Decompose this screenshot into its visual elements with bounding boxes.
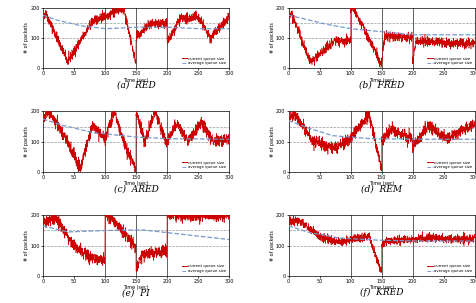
- Y-axis label: # of packets: # of packets: [24, 230, 29, 261]
- Legend: current queue size, average queue size: current queue size, average queue size: [180, 56, 227, 66]
- Legend: current queue size, average queue size: current queue size, average queue size: [180, 264, 227, 274]
- X-axis label: Time (sec): Time (sec): [123, 181, 149, 186]
- Y-axis label: # of packets: # of packets: [269, 126, 274, 157]
- Y-axis label: # of packets: # of packets: [269, 22, 274, 53]
- Legend: current queue size, average queue size: current queue size, average queue size: [426, 56, 472, 66]
- X-axis label: Time (sec): Time (sec): [368, 285, 394, 290]
- Title: (a)  RED: (a) RED: [116, 80, 155, 89]
- Legend: current queue size, average queue size: current queue size, average queue size: [180, 160, 227, 170]
- Legend: current queue size, average queue size: current queue size, average queue size: [426, 264, 472, 274]
- Y-axis label: # of packets: # of packets: [24, 22, 29, 53]
- Title: (f)  KRED: (f) KRED: [359, 288, 403, 297]
- Title: (c)  ARED: (c) ARED: [113, 184, 158, 193]
- X-axis label: Time (sec): Time (sec): [368, 181, 394, 186]
- Title: (b)  FRED: (b) FRED: [358, 80, 404, 89]
- Title: (d)  REM: (d) REM: [360, 184, 401, 193]
- Legend: current queue size, average queue size: current queue size, average queue size: [426, 160, 472, 170]
- Y-axis label: # of packets: # of packets: [24, 126, 29, 157]
- Title: (e)  PI: (e) PI: [122, 288, 149, 297]
- Y-axis label: # of packets: # of packets: [269, 230, 274, 261]
- X-axis label: Time (sec): Time (sec): [123, 78, 149, 82]
- X-axis label: Time (sec): Time (sec): [368, 78, 394, 82]
- X-axis label: Time (sec): Time (sec): [123, 285, 149, 290]
